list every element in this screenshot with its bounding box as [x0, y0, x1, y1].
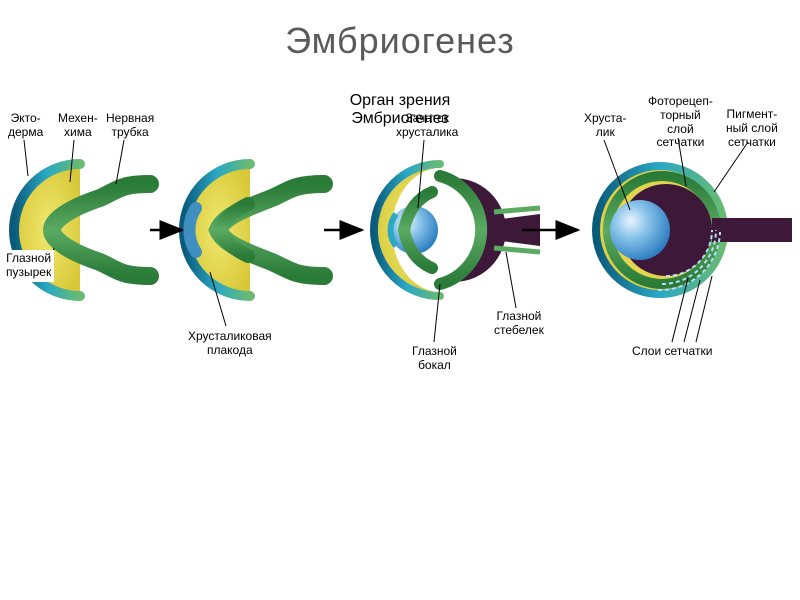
page-title: Эмбриогенез	[0, 20, 800, 62]
label-optic-vesicle: Глазной пузырек	[3, 250, 54, 282]
label-retina-layers: Слои сетчатки	[632, 345, 712, 359]
label-lens: Хруста- лик	[584, 112, 626, 140]
label-ectoderm: Экто- дерма	[8, 112, 43, 140]
label-optic-cup: Глазной бокал	[412, 345, 457, 373]
label-mesenchyme: Мехен- хима	[58, 112, 98, 140]
label-optic-stalk: Глазной стебелек	[494, 310, 544, 338]
stage-2	[184, 164, 324, 296]
label-neural-tube: Нервная трубка	[106, 112, 154, 140]
label-lens-placode: Хрусталиковая плакода	[188, 330, 272, 358]
label-pigment-layer: Пигмент- ный слой сетчатки	[726, 108, 778, 149]
label-photoreceptor-layer: Фоторецеп- торный слой сетчатки	[648, 95, 713, 150]
stage-3	[374, 164, 540, 296]
label-lens-bud: Зачаток хрусталика	[396, 112, 458, 140]
stage-4	[596, 166, 792, 294]
